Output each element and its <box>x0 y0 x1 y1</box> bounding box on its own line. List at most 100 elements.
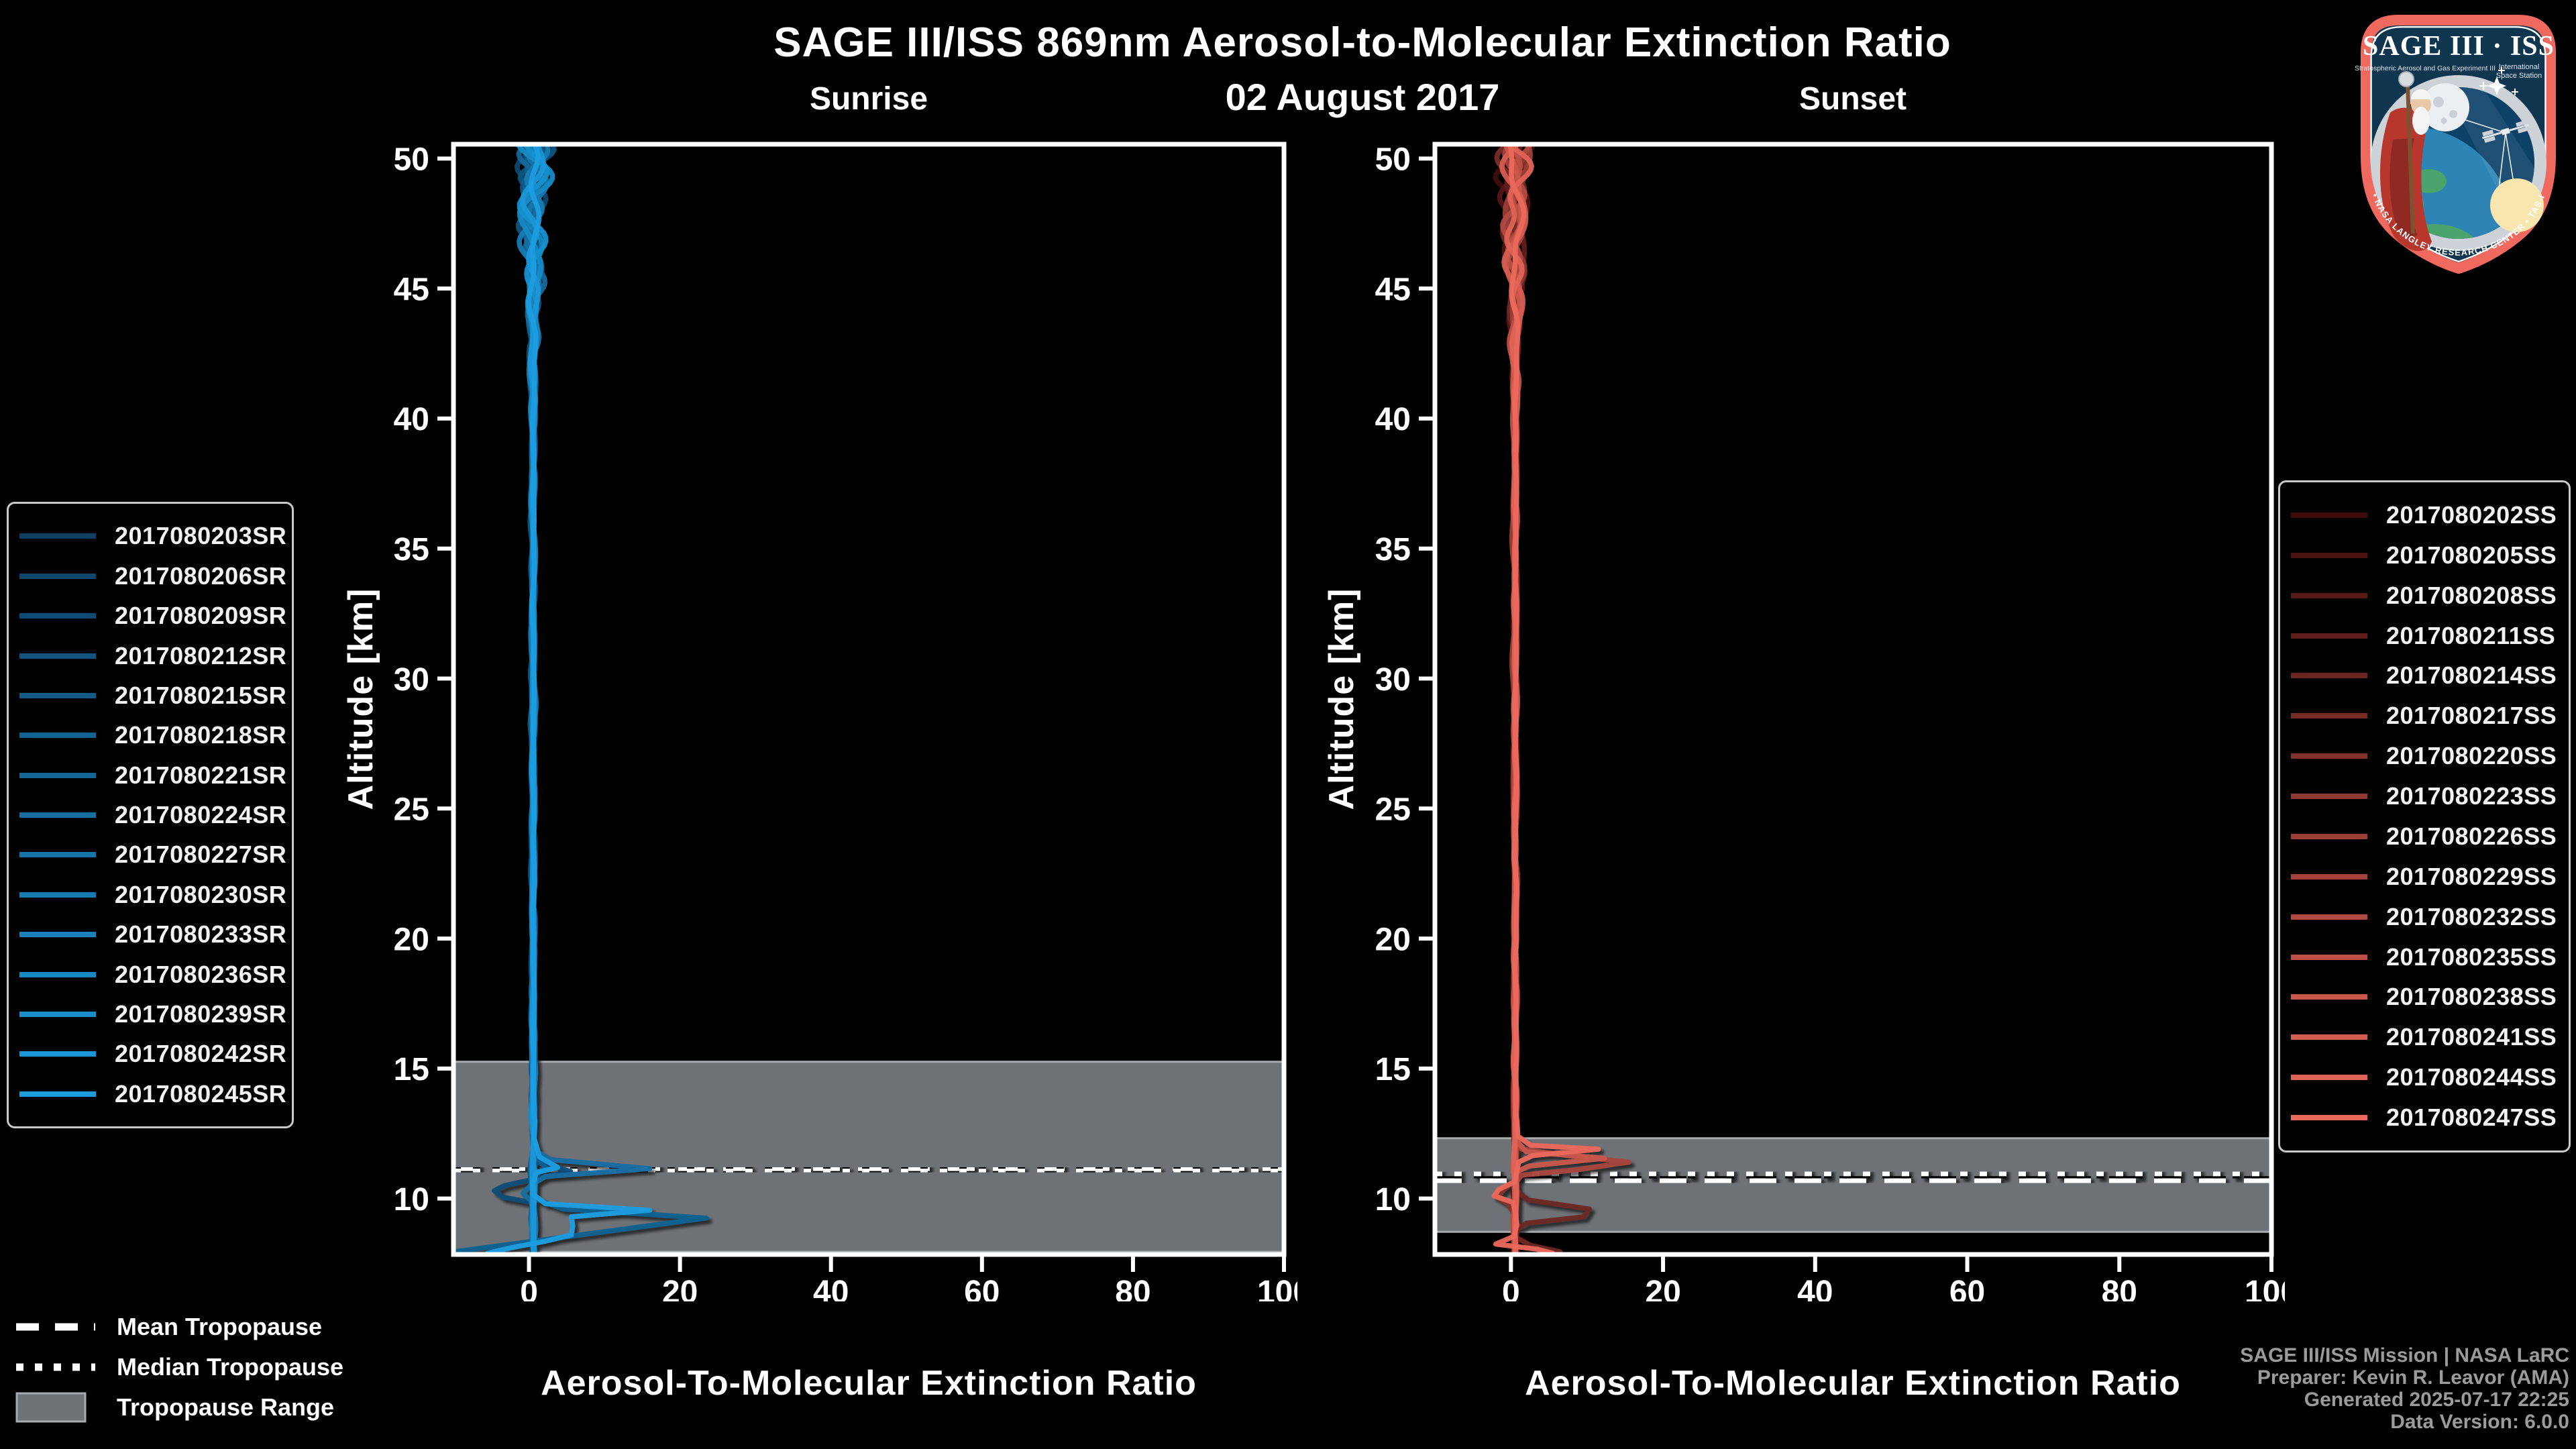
legend-item-label: 2017080209SR <box>115 602 287 630</box>
legend-item: 2017080242SR <box>18 1040 286 1068</box>
legend-line-swatch <box>2291 512 2367 518</box>
legend-item-label: 2017080236SR <box>115 960 287 988</box>
legend-line-swatch <box>19 613 96 619</box>
legend-line-swatch <box>19 573 96 579</box>
profile-curves <box>1491 144 1631 1254</box>
legend-item: 2017080217SS <box>2290 702 2559 730</box>
legend-line-swatch <box>19 812 96 818</box>
x-tick-label: 40 <box>1797 1275 1833 1301</box>
credit-line-preparer: Preparer: Kevin R. Leavor (AMA) <box>2257 1366 2569 1389</box>
legend-line-swatch <box>2291 1115 2367 1120</box>
profile-2017080247SS <box>1491 144 1601 1254</box>
legend-line-swatch <box>2291 833 2367 839</box>
legend-item-label: 2017080233SR <box>115 920 287 949</box>
legend-item: 2017080220SS <box>2290 742 2559 770</box>
patch-subtitle-right-1: International <box>2499 63 2540 71</box>
x-tick-label: 0 <box>520 1275 538 1301</box>
legend-item-label: 2017080235SS <box>2386 943 2557 971</box>
tropopause-range-swatch-icon <box>15 1392 87 1423</box>
y-tick-label: 30 <box>394 662 429 698</box>
legend-item: 2017080247SS <box>2290 1104 2559 1132</box>
sage-iii-iss-mission-patch-logo: SAGE III · ISS Stratospheric Aerosol and… <box>2346 5 2556 274</box>
credit-line-generated: Generated 2025-07-17 22:25 <box>2304 1389 2569 1411</box>
legend-item: 2017080244SS <box>2290 1063 2559 1091</box>
tropopause-range-legend-item: Tropopause Range <box>15 1387 343 1428</box>
legend-item: 2017080214SS <box>2290 661 2559 690</box>
legend-item: 2017080215SR <box>18 682 286 710</box>
legend-item-label: 2017080224SR <box>115 801 287 828</box>
sunrise-plot: 10 15 20 25 30 35 40 45 50 0 20 40 60 80 100 <box>394 142 1297 1301</box>
legend-line-swatch <box>19 971 96 977</box>
sunset-panel-title: Sunset <box>1799 81 1907 117</box>
legend-item-label: 2017080217SS <box>2386 702 2557 730</box>
x-tick-label: 60 <box>964 1275 1000 1301</box>
x-tick-label: 20 <box>662 1275 698 1301</box>
legend-line-swatch <box>2291 994 2367 1000</box>
iss-icon <box>2481 119 2530 144</box>
credit-line-version: Data Version: 6.0.0 <box>2390 1411 2569 1433</box>
legend-line-swatch <box>2291 954 2367 960</box>
sunrise-y-axis-label: Altitude [km] <box>341 588 380 810</box>
legend-item: 2017080212SR <box>18 642 286 670</box>
legend-item: 2017080238SS <box>2290 983 2559 1011</box>
legend-line-swatch <box>19 772 96 778</box>
legend-item: 2017080224SR <box>18 801 286 829</box>
tropopause-lines <box>1435 1168 2271 1187</box>
legend-item-label: 2017080229SS <box>2386 862 2557 890</box>
median-tropopause-legend-item: Median Tropopause <box>15 1347 343 1387</box>
sunrise-x-axis-label: Aerosol-To-Molecular Extinction Ratio <box>541 1364 1197 1403</box>
legend-item-label: 2017080232SS <box>2386 902 2557 930</box>
legend-item-label: 2017080218SR <box>115 721 287 749</box>
patch-subtitle-left: Stratospheric Aerosol and Gas Experiment… <box>2355 64 2496 72</box>
legend-item: 2017080245SR <box>18 1080 286 1108</box>
legend-item: 2017080239SR <box>18 1000 286 1028</box>
sunrise-panel-title: Sunrise <box>809 81 928 117</box>
sunset-y-axis-label: Altitude [km] <box>1322 588 1361 810</box>
legend-line-swatch <box>2291 914 2367 920</box>
legend-item: 2017080236SR <box>18 961 286 989</box>
sunset-plot: 10 15 20 25 30 35 40 45 50 0 20 40 60 80 100 <box>1375 142 2285 1301</box>
moon-icon <box>2421 83 2469 131</box>
legend-item-label: 2017080220SS <box>2386 742 2557 770</box>
x-tick-label: 80 <box>1115 1275 1150 1301</box>
legend-line-swatch <box>2291 713 2367 719</box>
legend-item: 2017080226SS <box>2290 822 2559 851</box>
x-tick-label: 100 <box>1257 1275 1297 1301</box>
tropopause-range-label: Tropopause Range <box>117 1393 335 1421</box>
sun-icon <box>2490 178 2544 232</box>
legend-item: 2017080235SS <box>2290 943 2559 971</box>
tropopause-range-band <box>453 1061 1284 1252</box>
y-tick-label: 50 <box>394 142 429 178</box>
median-tropopause-label: Median Tropopause <box>117 1353 344 1381</box>
legend-item-label: 2017080212SR <box>115 641 287 669</box>
legend-line-swatch <box>2291 873 2367 879</box>
legend-item-label: 2017080203SR <box>115 522 287 550</box>
legend-line-swatch <box>19 533 96 539</box>
legend-line-swatch <box>19 892 96 898</box>
patch-subtitle-right-2: Space Station <box>2496 72 2542 80</box>
credit-line-mission: SAGE III/ISS Mission | NASA LaRC <box>2240 1344 2569 1366</box>
legend-item-label: 2017080202SS <box>2386 500 2557 529</box>
legend-item: 2017080229SS <box>2290 863 2559 891</box>
legend-item-label: 2017080223SS <box>2386 782 2557 810</box>
legend-item-label: 2017080241SS <box>2386 1023 2557 1051</box>
date-subtitle: 02 August 2017 <box>1225 76 1500 118</box>
legend-item: 2017080202SS <box>2290 501 2559 529</box>
legend-item-label: 2017080221SR <box>115 761 287 789</box>
legend-line-swatch <box>19 653 96 659</box>
legend-item: 2017080221SR <box>18 761 286 790</box>
legend-item-label: 2017080227SR <box>115 841 287 869</box>
sunset-x-axis-label: Aerosol-To-Molecular Extinction Ratio <box>1525 1364 2181 1403</box>
legend-line-swatch <box>19 1051 96 1057</box>
sunrise-legend: 2017080203SR 2017080206SR 2017080209SR 2017… <box>7 502 294 1128</box>
plot-frame <box>451 142 1287 1257</box>
y-tick-label: 15 <box>394 1052 429 1087</box>
y-tick-label: 50 <box>1375 142 1411 178</box>
y-tick-label: 40 <box>1375 402 1411 437</box>
y-tick-label: 40 <box>394 402 429 437</box>
legend-item: 2017080227SR <box>18 841 286 869</box>
legend-item-label: 2017080242SR <box>115 1040 287 1068</box>
legend-item: 2017080241SS <box>2290 1023 2559 1051</box>
median-tropopause-dot-icon <box>16 1363 95 1371</box>
y-tick-label: 20 <box>1375 922 1411 957</box>
